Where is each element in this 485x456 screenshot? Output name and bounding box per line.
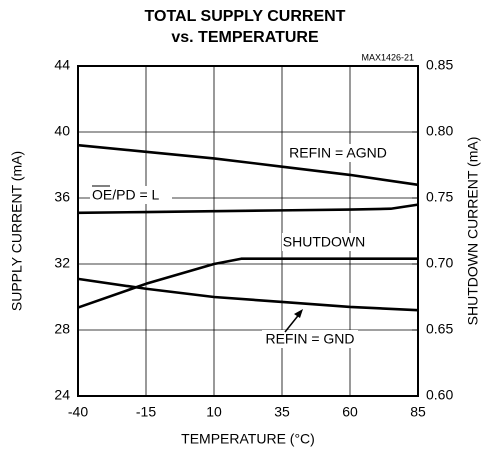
y2-tick-label: 0.60: [426, 387, 453, 403]
series-line: [77, 277, 419, 312]
y-tick-label: 44: [54, 57, 70, 73]
y2-tick-label: 0.75: [426, 189, 453, 205]
x-tick-label: 60: [342, 404, 358, 420]
x-axis-label: TEMPERATURE (°C): [181, 431, 315, 447]
label-bg: [286, 144, 390, 162]
x-tick-label: 85: [410, 404, 426, 420]
y-tick-label: 24: [54, 387, 70, 403]
series-line: [77, 257, 418, 309]
chart-title: vs. TEMPERATURE: [171, 29, 319, 46]
label-bg: [282, 233, 366, 251]
plot-frame: [77, 65, 419, 397]
label-bg: [90, 186, 172, 204]
y-tick-label: 36: [54, 189, 70, 205]
series-label: OE/PD = L: [92, 187, 160, 203]
series-line: [77, 143, 419, 187]
x-tick-label: -15: [136, 404, 156, 420]
series-line: [77, 203, 419, 215]
y-tick-label: 28: [54, 321, 70, 337]
y-tick-label: 32: [54, 255, 70, 271]
arrow-head: [294, 309, 303, 318]
series-label: SHUTDOWN: [283, 234, 365, 250]
y2-axis-label: SHUTDOWN CURRENT (mA): [465, 137, 481, 326]
y2-tick-label: 0.70: [426, 255, 453, 271]
y-tick-label: 40: [54, 123, 70, 139]
x-tick-label: 35: [274, 404, 290, 420]
part-code: MAX1426-21: [361, 52, 414, 62]
y2-tick-label: 0.65: [426, 321, 453, 337]
y2-tick-label: 0.80: [426, 123, 453, 139]
x-tick-label: -40: [68, 404, 88, 420]
series-label: REFIN = GND: [265, 331, 354, 347]
y-axis-label: SUPPLY CURRENT (mA): [9, 151, 25, 311]
chart-title: TOTAL SUPPLY CURRENT: [145, 8, 346, 25]
label-bg: [262, 330, 358, 348]
x-tick-label: 10: [206, 404, 222, 420]
series-label: REFIN = AGND: [289, 145, 387, 161]
y2-tick-label: 0.85: [426, 57, 453, 73]
